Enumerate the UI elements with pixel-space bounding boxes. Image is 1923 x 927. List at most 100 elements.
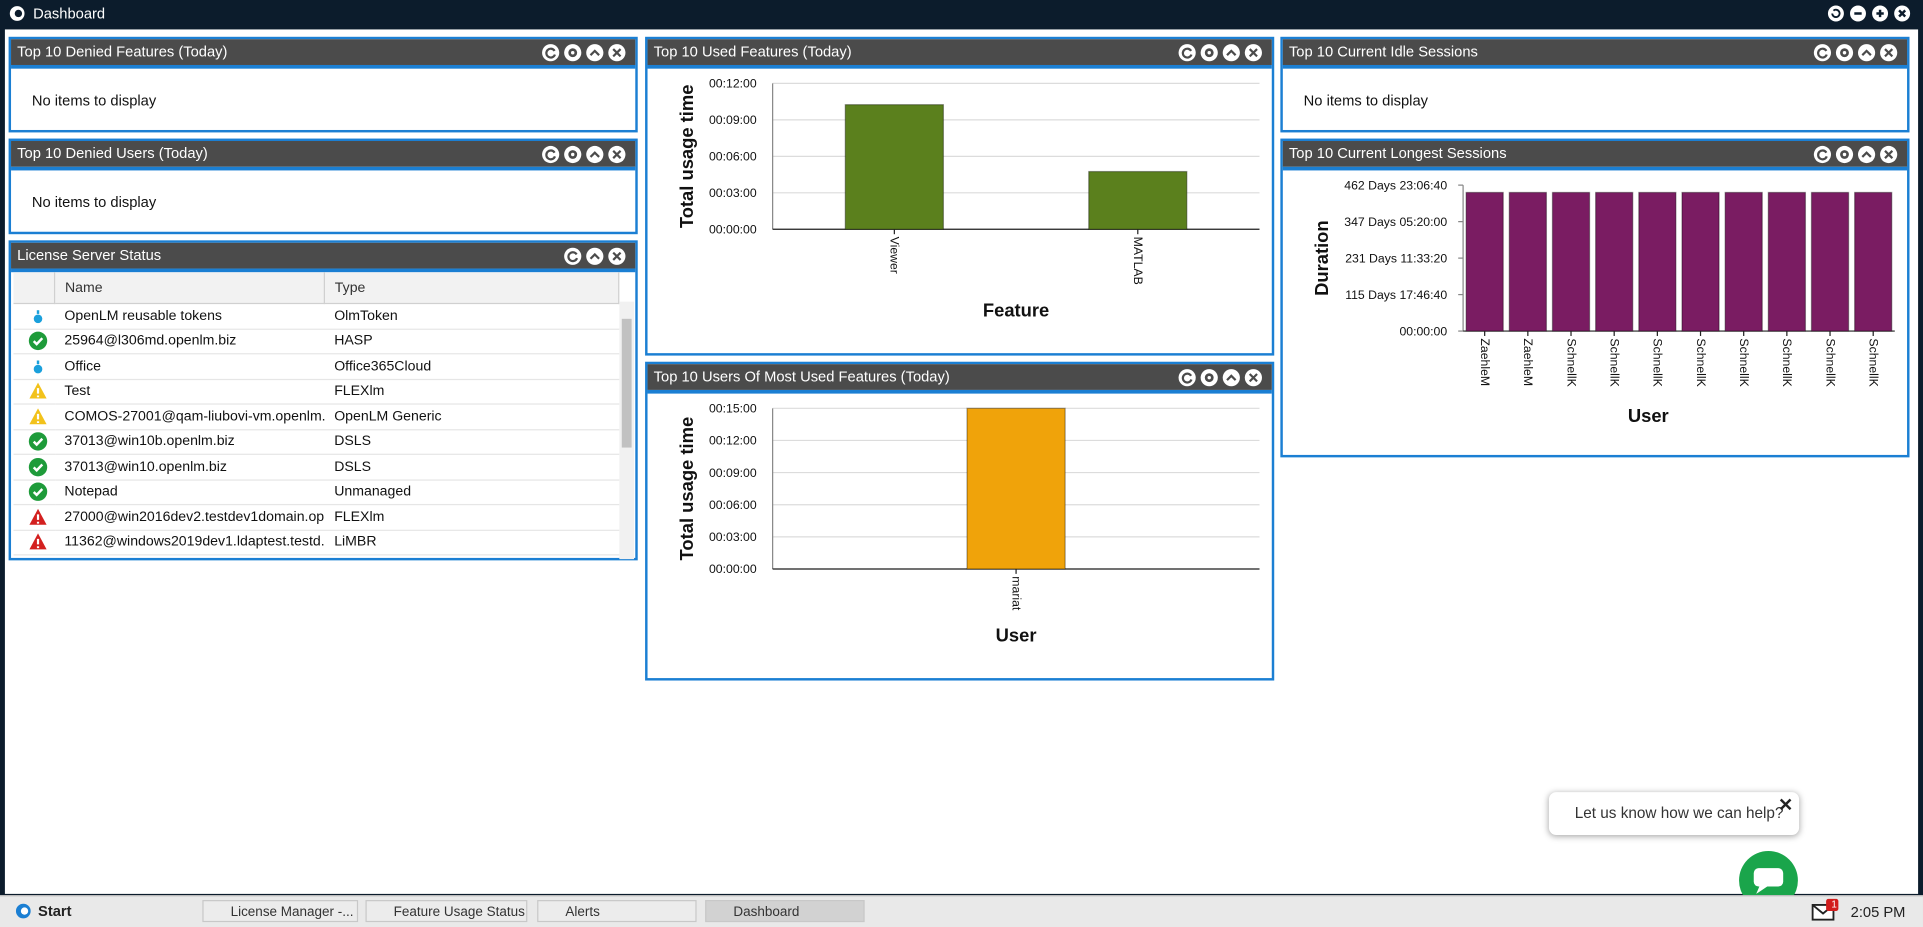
table-row[interactable]: 25964@l306md.openlm.biz HASP xyxy=(13,328,619,355)
status-icon xyxy=(33,309,43,323)
panel-tools[interactable] xyxy=(540,43,628,63)
tool-glyph xyxy=(545,47,556,59)
chat-bubble[interactable]: Let us know how we can help? xyxy=(1548,792,1800,836)
task-button[interactable]: License Manager -... xyxy=(202,900,359,923)
table-row[interactable]: 37013@win10.openlm.biz DSLS xyxy=(13,454,619,481)
table-cell: LiMBR xyxy=(324,529,619,556)
panel: License Server Status Name Type OpenLM reus… xyxy=(8,240,638,561)
table-cell: 37013@win10b.openlm.biz xyxy=(54,429,325,455)
tool-glyph xyxy=(1181,47,1193,59)
tool-glyph xyxy=(612,48,622,58)
scroll-thumb[interactable] xyxy=(621,318,632,448)
tool-glyph xyxy=(1842,51,1847,55)
x-tick-label: MATLAB xyxy=(1131,237,1145,285)
table-row[interactable]: 11362@windows2019dev1.ldaptest.testd... L… xyxy=(13,529,619,556)
y-axis-title: Duration xyxy=(1311,220,1332,296)
task-button[interactable]: Alerts xyxy=(537,900,697,923)
task-button[interactable]: Dashboard xyxy=(705,900,865,923)
tool-glyph xyxy=(1861,49,1872,56)
table-row[interactable]: 27000@win2016dev2.testdev1domain.op... FL… xyxy=(13,504,619,531)
x-axis-title: User xyxy=(996,624,1037,645)
y-tick-label: 00:15:00 xyxy=(709,402,757,416)
x-tick-label: SchnellK xyxy=(1737,338,1751,387)
table-row[interactable]: COMOS-27001@qam-liubovi-vm.openlm.... Ope… xyxy=(13,404,619,430)
panel: Top 10 Denied Features (Today) No items t… xyxy=(8,36,638,133)
x-axis-title: Feature xyxy=(983,299,1049,320)
bar xyxy=(1508,191,1548,332)
status-cell xyxy=(13,378,55,405)
panel-tools[interactable] xyxy=(1176,368,1264,388)
header-cell[interactable]: Type xyxy=(324,272,620,305)
scrollbar[interactable] xyxy=(619,301,635,560)
x-tick-label: SchnellK xyxy=(1694,338,1708,387)
tool-glyph xyxy=(589,49,600,56)
y-tick-label: 00:00:00 xyxy=(709,562,757,576)
x-tick-label: SchnellK xyxy=(1867,338,1881,387)
table-cell: HASP xyxy=(324,328,619,355)
bar xyxy=(1810,191,1850,332)
table-cell: DSLS xyxy=(324,454,619,481)
panel-tools[interactable] xyxy=(540,145,628,165)
y-tick-label: 00:06:00 xyxy=(709,150,757,164)
y-tick-label: 00:09:00 xyxy=(709,113,757,127)
start-logo xyxy=(15,903,31,919)
panel-tools[interactable] xyxy=(1176,43,1264,63)
panel-tools[interactable] xyxy=(562,246,628,266)
panel: Top 10 Current Idle Sessions No items to … xyxy=(1280,36,1910,133)
table-cell: 37013@win10.openlm.biz xyxy=(54,454,325,481)
x-tick-label: SchnellK xyxy=(1651,338,1665,387)
start-button[interactable]: Start xyxy=(10,899,88,924)
panel-body xyxy=(11,166,636,236)
x-tick-label: ZaehleM xyxy=(1478,338,1492,386)
panel-header: Top 10 Current Idle Sessions xyxy=(1282,39,1908,65)
panel-title: Top 10 Denied Users (Today) xyxy=(17,144,208,162)
table-cell: COMOS-27001@qam-liubovi-vm.openlm.... xyxy=(54,404,325,430)
status-ok xyxy=(28,331,48,351)
table-row[interactable]: Notepad Unmanaged xyxy=(13,479,619,506)
status-glyph xyxy=(36,360,40,364)
table-cell: OpenLM Generic xyxy=(324,404,619,430)
window-controls[interactable] xyxy=(1825,4,1917,24)
table-row[interactable]: OpenLM reusable tokens OlmToken xyxy=(13,303,619,330)
tool-collapse xyxy=(1857,44,1876,62)
mail-icon[interactable] xyxy=(1811,898,1840,924)
y-tick-label: 347 Days 05:20:00 xyxy=(1344,215,1447,229)
x-tick-label: SchnellK xyxy=(1564,338,1578,387)
panel: Top 10 Users Of Most Used Features (Toda… xyxy=(645,361,1275,681)
table-row[interactable]: 37013@win10b.openlm.biz DSLS xyxy=(13,429,619,455)
bar xyxy=(1551,191,1591,332)
task-label: License Manager -... xyxy=(230,904,354,920)
task-button[interactable]: Feature Usage Status xyxy=(365,900,528,923)
tool-refresh xyxy=(1178,369,1196,387)
x-tick-label: ZaehleM xyxy=(1521,338,1535,386)
table-cell: Notepad xyxy=(54,479,325,506)
table-row[interactable]: Test FLEXlm xyxy=(13,378,619,405)
y-tick-label: 00:06:00 xyxy=(709,498,757,512)
panel-tools[interactable] xyxy=(1811,43,1899,63)
x-tick-label: Viewer xyxy=(888,237,902,274)
table-cell: Office365Cloud xyxy=(324,353,619,380)
window-title: Dashboard xyxy=(33,4,106,23)
status-cell xyxy=(13,328,55,355)
header-cell[interactable]: Name xyxy=(54,272,325,305)
tool-glyph xyxy=(1226,374,1237,381)
y-tick-label: 00:00:00 xyxy=(709,223,757,237)
table-cell: FLEXlm xyxy=(324,504,619,531)
tool-collapse xyxy=(1222,44,1240,62)
table-cell: Unmanaged xyxy=(324,479,619,506)
tool-glyph xyxy=(1861,151,1872,158)
empty-message: No items to display xyxy=(31,91,157,110)
chat-close[interactable] xyxy=(1779,798,1792,811)
status-icon xyxy=(29,508,47,525)
panel: Top 10 Used Features (Today) 00:00:00 00:0… xyxy=(645,36,1275,356)
status-cell xyxy=(13,529,55,556)
table-row[interactable]: Office Office365Cloud xyxy=(13,353,619,380)
status-cell xyxy=(13,454,55,481)
panel-body: 00:00:00 115 Days 17:46:40 231 Days 11:33:… xyxy=(1282,166,1908,459)
status-glyph xyxy=(32,438,44,447)
tool-glyph xyxy=(571,51,575,55)
bar xyxy=(1088,170,1188,230)
bar xyxy=(966,407,1066,570)
panel-tools[interactable] xyxy=(1811,145,1899,165)
panel-header: Top 10 Denied Features (Today) xyxy=(11,39,636,65)
